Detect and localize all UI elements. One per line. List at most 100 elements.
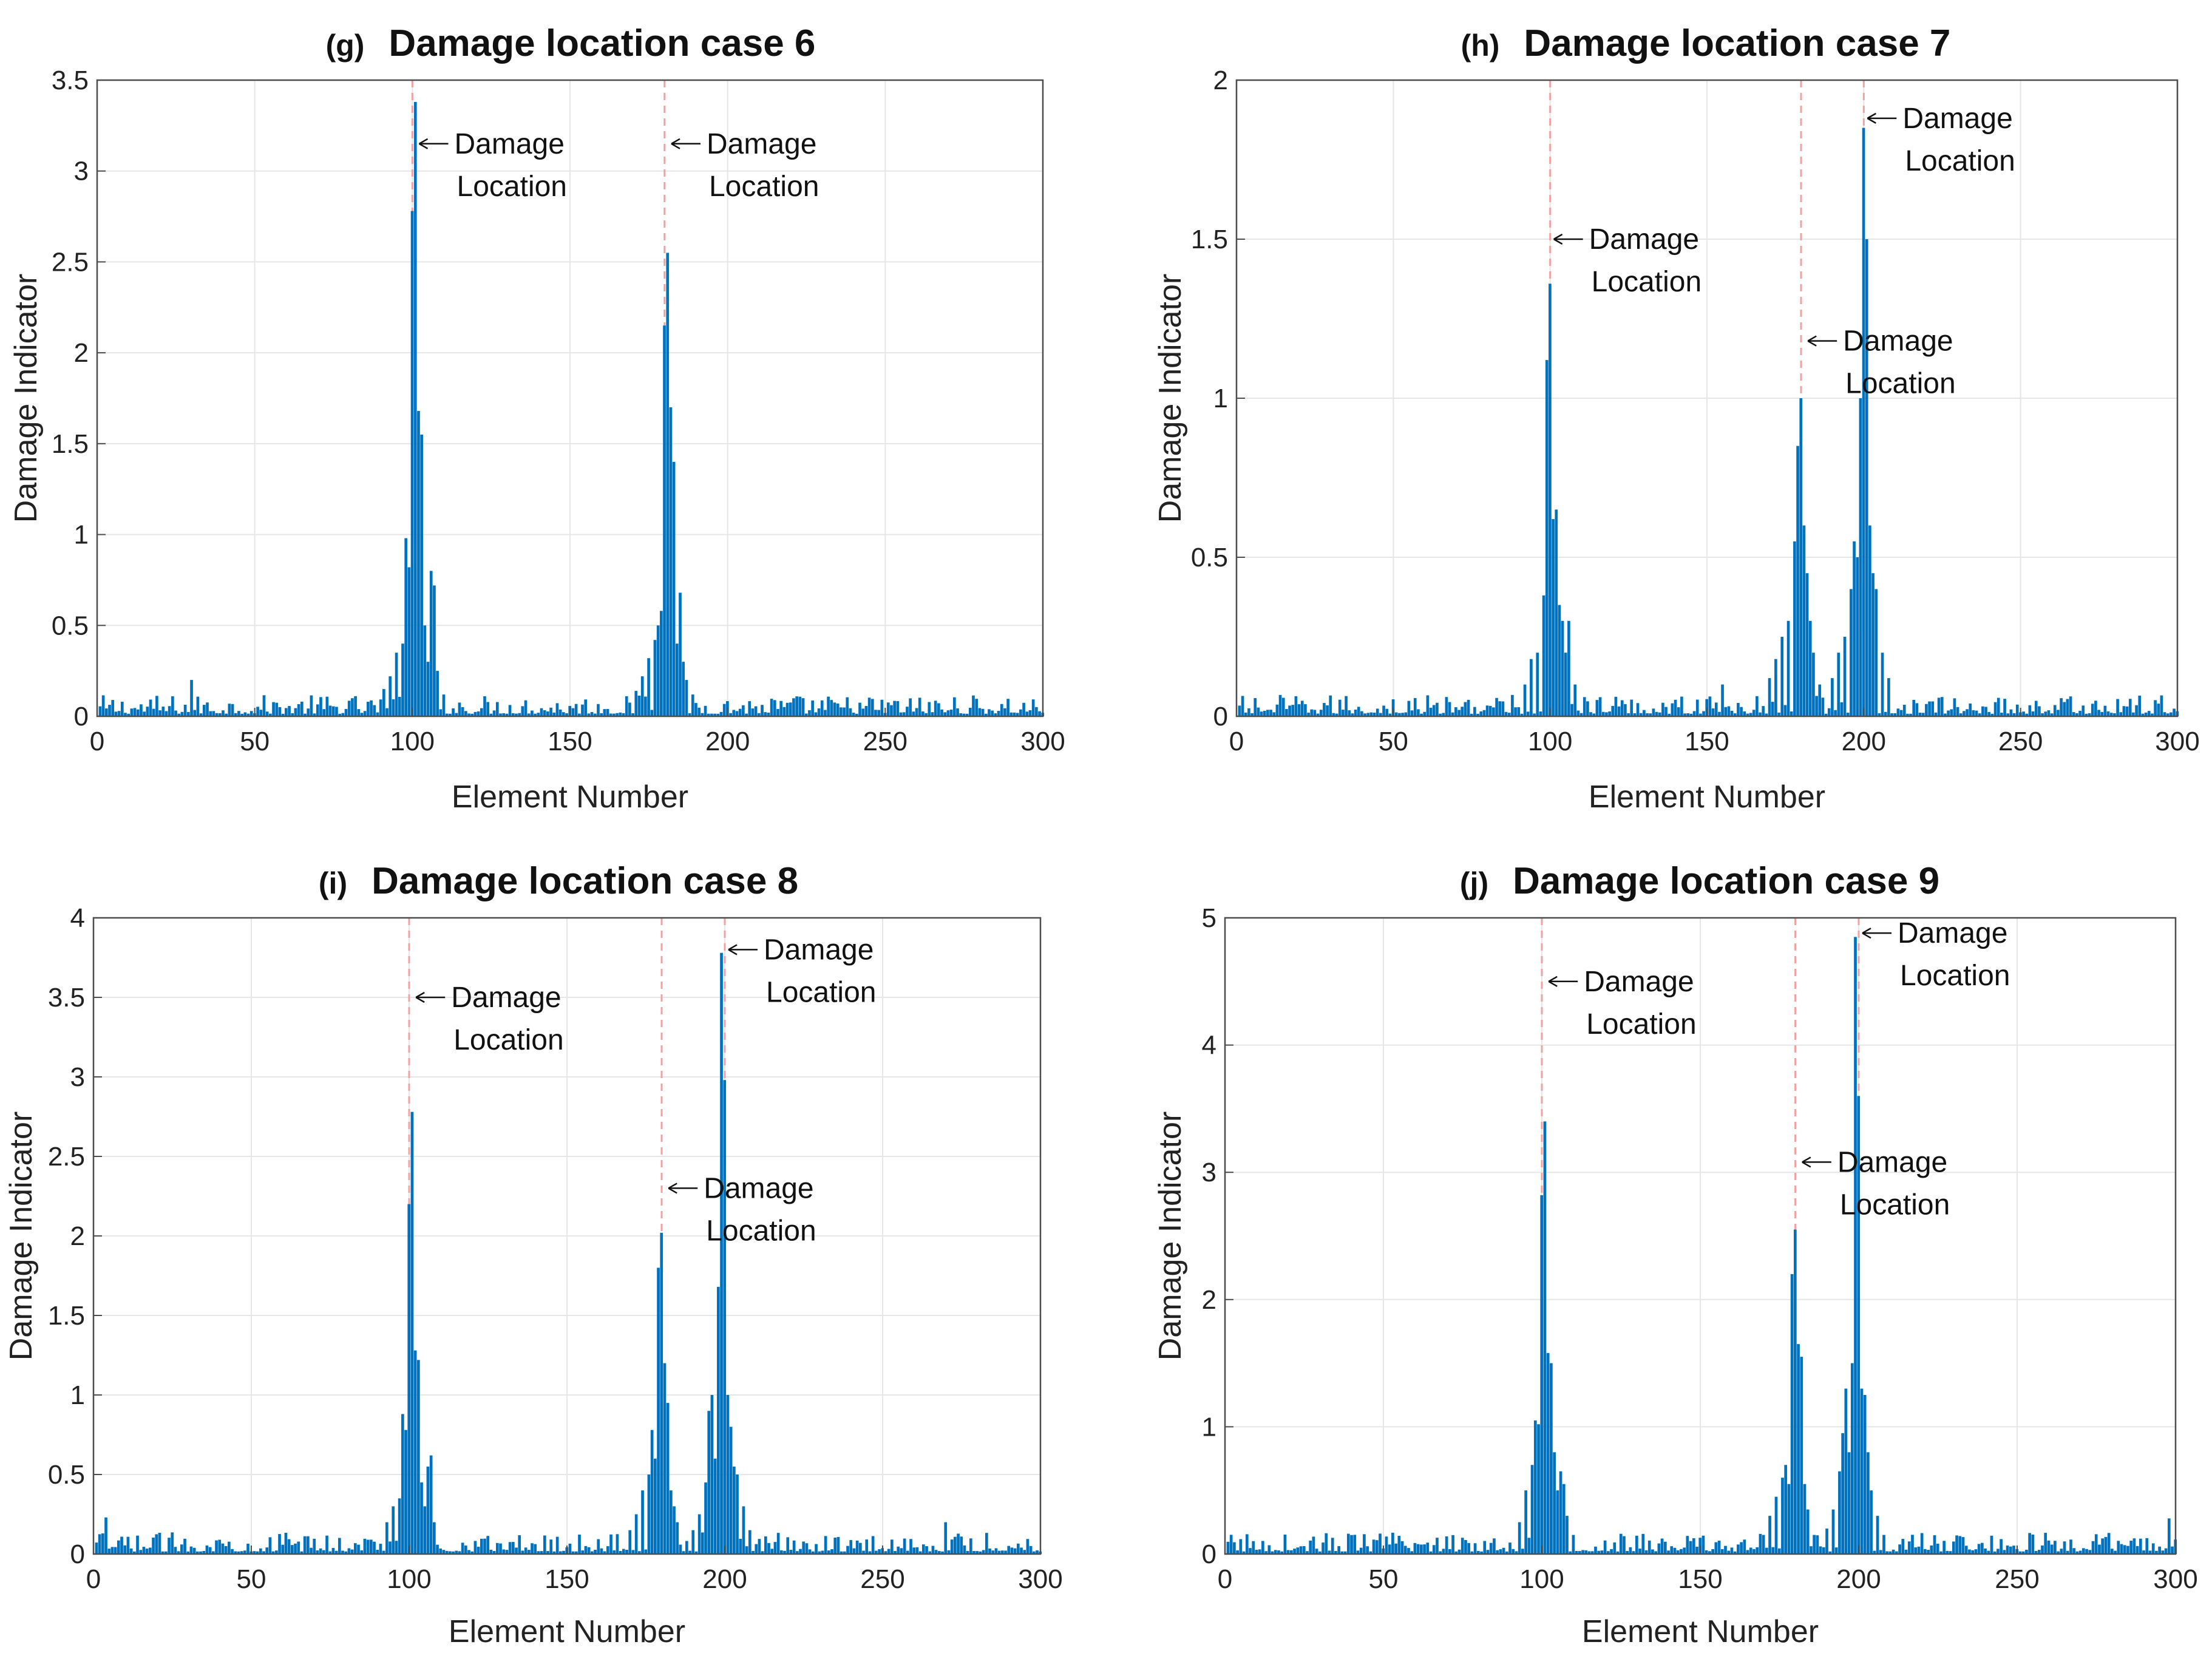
- bar-element-148: [559, 1551, 562, 1554]
- bar-element-207: [748, 701, 751, 716]
- bar-element-222: [1927, 1550, 1930, 1554]
- bar-element-235: [836, 704, 840, 716]
- bar-element-26: [1306, 1551, 1309, 1554]
- bar-element-243: [1993, 1551, 1997, 1554]
- bar-element-196: [1850, 589, 1853, 716]
- bar-element-69: [310, 1547, 313, 1554]
- bar-element-229: [817, 708, 821, 716]
- bar-element-120: [470, 1551, 474, 1554]
- bar-element-4: [108, 705, 111, 716]
- bar-element-223: [796, 1551, 799, 1554]
- bar-element-145: [1689, 713, 1693, 716]
- bar-element-175: [647, 658, 650, 716]
- bar-element-174: [644, 696, 647, 716]
- bar-element-114: [1584, 1550, 1588, 1554]
- bar-element-34: [202, 705, 206, 716]
- bar-element-89: [1505, 1551, 1508, 1554]
- bar-element-126: [1623, 1536, 1626, 1554]
- bar-element-287: [2135, 705, 2138, 716]
- bar-element-54: [1394, 1543, 1397, 1554]
- bar-element-225: [804, 713, 808, 716]
- bar-element-135: [518, 1535, 521, 1554]
- bar-element-226: [1939, 1551, 1942, 1554]
- bar-element-167: [619, 1551, 622, 1554]
- bar-element-219: [1917, 1546, 1921, 1554]
- bar-element-56: [268, 1537, 272, 1554]
- bar-element-276: [2098, 1544, 2101, 1554]
- bar-element-258: [2044, 711, 2047, 716]
- bar-element-270: [2081, 705, 2085, 716]
- bar-element-265: [931, 712, 934, 716]
- bar-element-1: [1238, 705, 1241, 716]
- bar-element-47: [243, 712, 247, 716]
- bar-element-64: [297, 704, 300, 716]
- bar-element-89: [1514, 707, 1517, 716]
- bar-element-274: [957, 1533, 960, 1554]
- bar-element-237: [1978, 713, 1981, 716]
- bar-element-138: [528, 1550, 531, 1554]
- bar-element-87: [370, 700, 373, 716]
- bar-element-139: [534, 713, 537, 716]
- bar-element-262: [918, 1551, 922, 1554]
- bar-element-298: [2167, 1518, 2171, 1554]
- bar-element-155: [581, 1550, 585, 1554]
- bar-element-62: [1420, 1544, 1423, 1554]
- bar-element-170: [1762, 1535, 1765, 1554]
- bar-element-9: [1252, 1541, 1255, 1554]
- bar-element-262: [921, 711, 924, 716]
- bar-element-258: [906, 1550, 909, 1554]
- bar-element-261: [2053, 705, 2057, 716]
- bar-element-5: [1250, 713, 1254, 716]
- annotation-arrow-head: [671, 138, 680, 149]
- bar-element-36: [1337, 1546, 1341, 1554]
- y-axis-label: Damage Indicator: [1153, 1111, 1188, 1360]
- bar-element-263: [2060, 698, 2063, 716]
- bar-element-141: [1677, 707, 1680, 716]
- bar-element-90: [379, 699, 382, 716]
- bar-element-53: [1401, 713, 1404, 716]
- bar-element-175: [644, 1549, 648, 1554]
- bar-element-39: [215, 1540, 218, 1554]
- bar-element-234: [833, 702, 836, 716]
- bar-element-145: [549, 1539, 553, 1554]
- bar-element-220: [1920, 1533, 1924, 1554]
- bar-element-98: [1533, 1420, 1537, 1554]
- bar-element-114: [452, 1551, 455, 1554]
- bar-element-209: [751, 1550, 755, 1554]
- bar-element-284: [988, 1548, 991, 1554]
- annotation-text-line1: Damage: [1837, 1146, 1947, 1178]
- bar-element-188: [1819, 1546, 1822, 1554]
- bar-element-79: [1482, 710, 1486, 716]
- bar-element-38: [212, 1551, 215, 1554]
- bar-element-33: [1338, 699, 1342, 716]
- bar-element-205: [742, 705, 745, 716]
- annotation-0: Damage Location: [1548, 966, 1697, 1040]
- bar-element-70: [316, 704, 319, 716]
- bar-element-292: [1013, 1548, 1017, 1554]
- bar-element-141: [537, 1551, 540, 1554]
- bar-element-20: [155, 1534, 158, 1554]
- bar-element-69: [1451, 712, 1454, 716]
- bar-element-115: [1587, 1551, 1591, 1554]
- bar-element-89: [373, 1541, 376, 1554]
- bar-element-245: [865, 1539, 869, 1554]
- bar-element-183: [1808, 620, 1812, 716]
- bar-element-114: [1592, 713, 1596, 716]
- bar-element-75: [1461, 1538, 1464, 1554]
- bar-element-78: [341, 713, 345, 716]
- y-tick-label: 2.5: [52, 247, 89, 277]
- x-tick-label: 100: [387, 1564, 431, 1594]
- bar-element-13: [1275, 704, 1279, 716]
- bar-element-128: [499, 713, 502, 716]
- bar-element-42: [228, 704, 231, 716]
- bar-element-136: [1654, 1551, 1658, 1554]
- bar-element-58: [275, 1550, 278, 1554]
- y-tick-label: 1: [74, 520, 89, 550]
- bar-element-288: [1001, 1550, 1004, 1554]
- bar-element-29: [183, 1538, 186, 1554]
- bar-element-100: [1540, 1195, 1544, 1554]
- bar-element-70: [1454, 707, 1457, 716]
- bar-element-260: [912, 1547, 916, 1554]
- y-tick-label: 2: [74, 338, 89, 368]
- bar-element-232: [827, 696, 830, 716]
